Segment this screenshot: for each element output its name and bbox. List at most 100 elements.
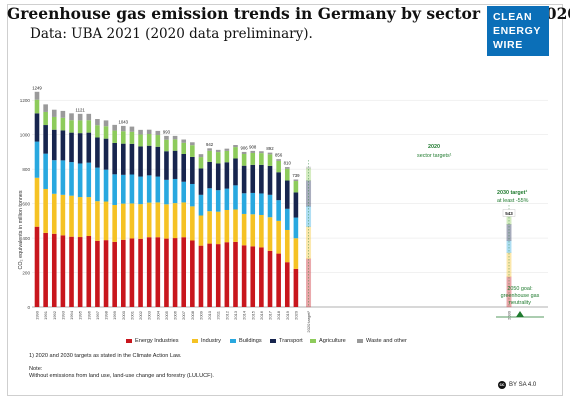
bar-segment — [95, 137, 100, 168]
bar-segment — [190, 240, 195, 307]
bar-segment — [233, 185, 238, 210]
data-label: 993 — [163, 129, 171, 134]
bar-segment — [146, 129, 152, 135]
bar-segment — [129, 174, 135, 204]
legend-swatch — [192, 339, 198, 343]
bar-segment — [506, 276, 512, 308]
bar-segment — [198, 157, 204, 169]
bar-segment — [121, 125, 126, 132]
bar-segment — [233, 209, 238, 242]
bar-segment — [267, 165, 273, 195]
x-tick-label: 2014 — [242, 310, 247, 320]
legend-swatch — [357, 339, 363, 343]
bar-segment — [215, 149, 221, 153]
bar-segment — [103, 120, 109, 127]
bar-segment — [241, 153, 247, 166]
bar-segment — [267, 194, 273, 218]
bar-segment — [207, 150, 212, 162]
bar-segment — [112, 174, 117, 205]
bar-segment — [164, 238, 169, 307]
bar-segment — [293, 192, 299, 218]
bar-segment — [207, 243, 212, 307]
bar-segment — [233, 145, 238, 148]
bar-segment — [69, 113, 74, 121]
data-label: 892 — [266, 146, 274, 151]
bar-segment — [138, 238, 143, 307]
bar-segment — [293, 181, 299, 193]
legend-swatch — [270, 339, 276, 343]
data-label: 906 — [241, 145, 249, 150]
y-tick-label: 200 — [22, 270, 30, 275]
legend-energy-industries: Energy Industries — [126, 338, 179, 344]
goal-2050-line2: greenhouse gas — [501, 293, 540, 299]
bar-segment — [43, 153, 48, 189]
bar-segment — [51, 116, 57, 130]
bar-segment — [138, 146, 143, 177]
legend-transport: Transport — [270, 338, 303, 344]
legend-industry: Industry — [192, 338, 221, 344]
bar-segment — [276, 220, 281, 254]
bar-segment — [190, 145, 195, 157]
bar-segment — [172, 139, 178, 151]
x-tick-label: 2002 — [138, 310, 143, 320]
bar-segment — [190, 142, 195, 146]
bar-segment — [146, 145, 152, 176]
bar-segment — [77, 163, 83, 198]
bar-segment — [69, 236, 74, 307]
bar-segment — [103, 201, 109, 241]
y-tick-label: 800 — [22, 167, 30, 172]
bar-segment — [69, 195, 74, 237]
target-2030-line2: at least -55% — [497, 198, 529, 204]
bar-segment — [233, 158, 238, 186]
bar-segment — [69, 132, 74, 163]
logo-line-1: CLEAN — [493, 11, 533, 23]
bar-segment — [284, 262, 290, 307]
x-tick-label: 1998 — [104, 310, 109, 320]
bar-segment — [34, 91, 40, 100]
bar-segment — [224, 242, 230, 307]
bar-segment — [112, 241, 117, 307]
bar-segment — [164, 151, 169, 180]
bar-segment — [43, 232, 48, 307]
bar-segment — [250, 164, 256, 193]
bar-segment — [241, 193, 247, 214]
bar-segment — [215, 190, 221, 212]
bar-segment — [138, 204, 143, 239]
x-tick-label: 2006 — [173, 310, 178, 320]
x-tick-label: 2010 — [207, 310, 212, 320]
creative-commons-icon: cc — [498, 381, 506, 389]
bar-segment — [276, 200, 281, 221]
bar-segment — [43, 111, 48, 126]
page-title: Greenhouse gas emission trends in German… — [7, 4, 570, 23]
x-tick-label: 1992 — [52, 310, 57, 320]
bar-segment — [129, 203, 135, 239]
bar-segment — [112, 124, 117, 131]
page-subtitle: Data: UBA 2021 (2020 data preliminary). — [30, 26, 313, 42]
legend-swatch — [230, 339, 236, 343]
clean-energy-wire-logo: CLEAN ENERGY WIRE — [487, 6, 549, 56]
bar-segment — [215, 244, 221, 307]
bar-segment — [198, 154, 204, 158]
bar-segment — [233, 147, 238, 159]
bar-segment — [506, 252, 512, 278]
x-tick-label: 2020 target¹ — [306, 310, 311, 332]
bar-segment — [181, 142, 187, 154]
bar-segment — [207, 148, 212, 151]
data-label: 942 — [206, 142, 214, 147]
bar-segment — [43, 188, 48, 233]
legend-label: Energy Industries — [135, 338, 179, 344]
bar-segment — [224, 148, 230, 151]
data-label: 856 — [275, 153, 283, 158]
bar-segment — [86, 120, 92, 133]
bar-segment — [259, 153, 264, 165]
bar-segment — [121, 239, 126, 307]
bar-segment — [155, 176, 161, 203]
logo-line-2: ENERGY — [493, 25, 541, 37]
bar-segment — [51, 160, 57, 194]
bar-segment — [95, 125, 100, 138]
bar-segment — [198, 168, 204, 195]
bar-segment — [60, 130, 66, 161]
bar-segment — [181, 202, 187, 238]
bar-segment — [146, 202, 152, 238]
